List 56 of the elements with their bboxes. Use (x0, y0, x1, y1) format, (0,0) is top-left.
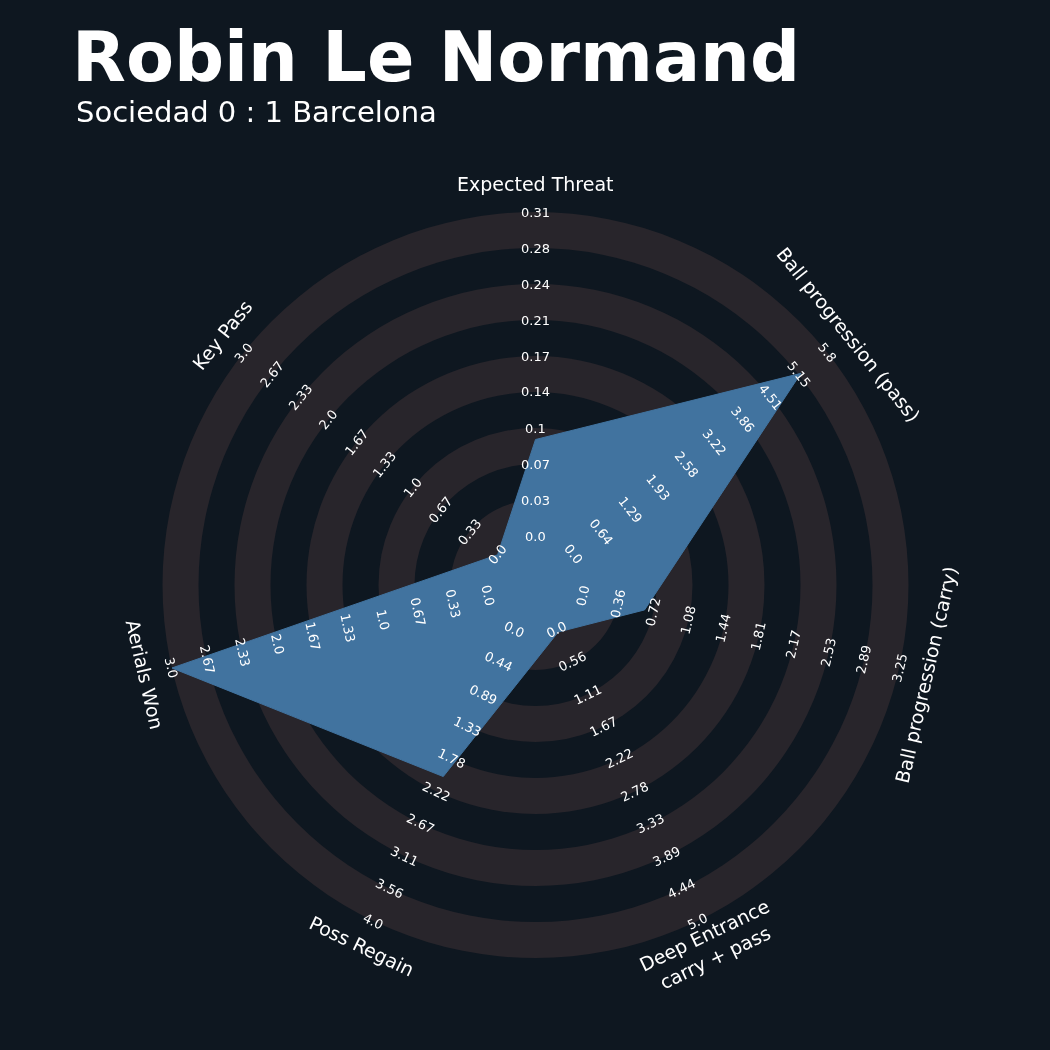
text: 0.0 (561, 541, 586, 567)
text: 3.0 (161, 655, 181, 680)
text: 2.22 (420, 778, 453, 805)
text: 3.33 (634, 810, 667, 837)
text: 0.17 (521, 349, 550, 364)
text: 4.0 (360, 910, 386, 933)
text: 1.08 (677, 604, 699, 636)
text: 2.33 (232, 636, 254, 669)
text: 1.44 (712, 612, 734, 644)
text: 0.14 (521, 384, 550, 399)
text: 2.67 (196, 643, 218, 676)
text: 0.72 (642, 596, 664, 628)
text: 2.89 (853, 643, 875, 676)
text: 0.03 (521, 493, 550, 508)
text: 1.0 (373, 608, 393, 632)
text: 2.22 (602, 745, 636, 772)
text: 1.11 (571, 681, 605, 708)
text: 2.78 (618, 778, 651, 805)
text: 1.81 (747, 620, 769, 652)
text: 1.33 (451, 713, 484, 740)
text: 2.0 (315, 406, 341, 433)
spoke-label: Expected Threat (457, 173, 614, 195)
text: 2.0 (268, 632, 288, 656)
text: 0.44 (482, 648, 515, 675)
text: 1.78 (435, 745, 468, 772)
text: 0.24 (521, 277, 550, 292)
text: 0.67 (407, 595, 429, 628)
text: 1.33 (337, 612, 359, 644)
text: 0.31 (521, 205, 550, 220)
text: 0.0 (573, 583, 593, 608)
text: 3.0 (231, 340, 256, 366)
text: 2.67 (404, 810, 437, 837)
text: 4.44 (665, 875, 698, 902)
text: 2.53 (817, 636, 839, 669)
text: 0.0 (485, 541, 510, 568)
text: 0.33 (442, 587, 464, 620)
text: 3.11 (388, 843, 421, 870)
text: 0.89 (466, 681, 500, 708)
text: 0.36 (607, 587, 629, 620)
text: 0.0 (478, 583, 498, 608)
text: 2.17 (782, 628, 804, 661)
text: 0.0 (543, 618, 570, 641)
text: 0.21 (521, 313, 550, 328)
text: 1.0 (400, 474, 426, 501)
chart-title: Robin Le Normand (72, 15, 801, 98)
text: 1.67 (587, 713, 620, 740)
text: 3.56 (373, 875, 406, 902)
text: 0.0 (525, 529, 546, 544)
text: 0.0 (501, 618, 527, 641)
text: 0.28 (521, 241, 550, 256)
text: 3.25 (889, 652, 911, 684)
chart-subtitle: Sociedad 0 : 1 Barcelona (76, 95, 437, 129)
text: 0.56 (556, 648, 589, 675)
text: 1.67 (302, 620, 324, 652)
text: 0.1 (525, 421, 546, 436)
text: 3.89 (650, 843, 683, 870)
